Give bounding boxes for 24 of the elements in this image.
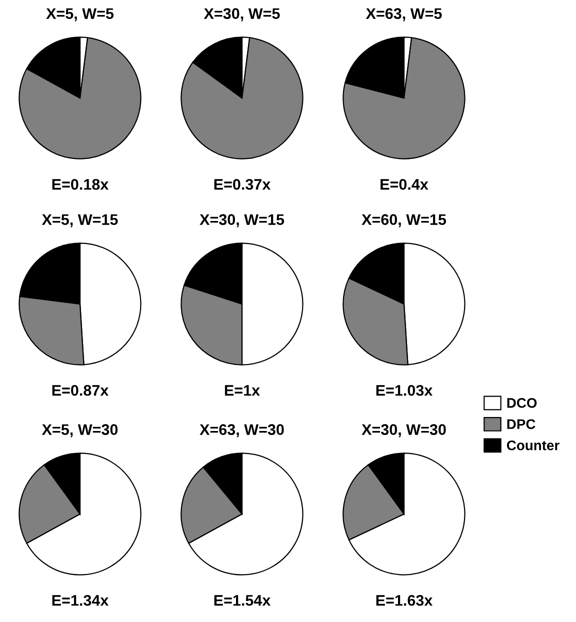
text: E=1.03x: [376, 384, 433, 396]
chart-title: X=60, W=15: [362, 214, 446, 228]
pie-slice: [180, 37, 304, 160]
chart-title: X=30, W=5: [204, 8, 280, 22]
chart-title: X=63, W=5: [366, 8, 442, 22]
legend-label: DCO: [507, 398, 537, 408]
text: E=1x: [224, 385, 260, 396]
text: E=0.87x: [52, 384, 109, 396]
chart-title: X=63, W=30: [200, 424, 284, 438]
text: E=1.54x: [214, 595, 271, 606]
chart-title: X=5, W=30: [42, 424, 118, 438]
text: E=0.18x: [52, 178, 109, 190]
legend-label: DPC: [507, 419, 536, 430]
pie-slice: [342, 37, 466, 160]
pie-slice: [18, 37, 142, 160]
text: E=0.4x: [380, 178, 428, 190]
chart-title: X=30, W=15: [200, 214, 284, 228]
chart-title: X=5, W=15: [42, 214, 118, 228]
text: E=0.37x: [214, 178, 271, 190]
text: E=1.34x: [52, 594, 109, 606]
text: E=1.63x: [376, 594, 433, 606]
chart-title: X=30, W=30: [362, 424, 446, 438]
legend-label: Counter: [506, 440, 560, 450]
chart-title: X=5, W=5: [46, 8, 114, 22]
